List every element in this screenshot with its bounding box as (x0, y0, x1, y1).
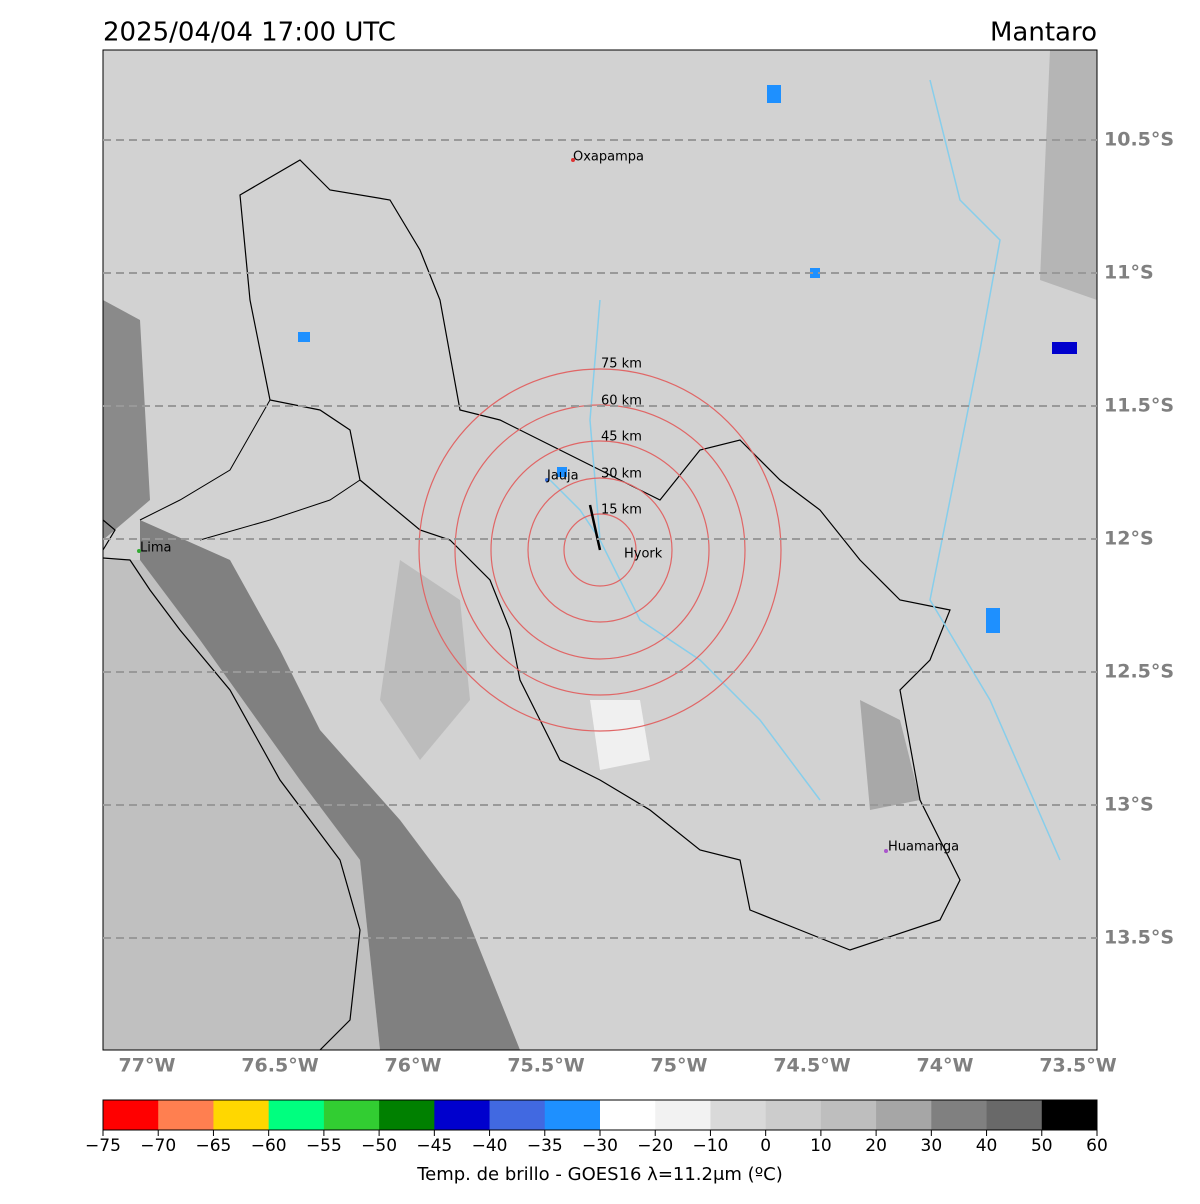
colorbar-tick-label: −35 (527, 1136, 563, 1156)
lat-tick-label: 10.5°S (1104, 129, 1174, 151)
city-label: Huamanga (888, 840, 959, 855)
lat-tick-label: 12°S (1104, 528, 1154, 550)
colorbar-tick-label: −45 (416, 1136, 452, 1156)
lon-tick-label: 73.5°W (1039, 1055, 1116, 1077)
region: Mantaro (990, 18, 1097, 48)
lat-tick-label: 13.5°S (1104, 927, 1174, 949)
colorbar-segment (876, 1100, 932, 1130)
ring-label: 30 km (601, 467, 642, 482)
colorbar-segment (323, 1100, 380, 1130)
colorbar-segment (544, 1100, 601, 1130)
colorbar-segment (820, 1100, 877, 1130)
colorbar-segment (158, 1100, 214, 1130)
lon-tick-label: 76.5°W (241, 1055, 318, 1077)
lon-tick-label: 75°W (651, 1055, 708, 1077)
ring-label: 15 km (601, 503, 642, 518)
colorbar-segment (986, 1100, 1043, 1130)
colorbar-segment (931, 1100, 988, 1130)
map (103, 50, 1097, 1050)
lon-tick-label: 76°W (385, 1055, 442, 1077)
map-frame (102, 49, 1098, 1051)
colorbar-tick-label: −60 (251, 1136, 287, 1156)
lat-tick-label: 13°S (1104, 794, 1154, 816)
city-label: Jauja (546, 469, 579, 484)
city-label: Oxapampa (573, 150, 644, 165)
colorbar-tick-label: −20 (637, 1136, 673, 1156)
colorbar-segment (1041, 1100, 1098, 1130)
colorbar-tick-label: 0 (760, 1136, 771, 1156)
colorbar-tick-label: −65 (195, 1136, 231, 1156)
colorbar-segment (379, 1100, 435, 1130)
colorbar-tick-label: −30 (582, 1136, 618, 1156)
colorbar-segment (103, 1100, 159, 1130)
colorbar-segment (213, 1100, 270, 1130)
lon-tick-label: 77°W (119, 1055, 176, 1077)
colorbar-tick-label: −75 (85, 1136, 121, 1156)
colorbar-label: Temp. de brillo - GOES16 λ=11.2μm (ºC) (416, 1164, 783, 1185)
ring-label: 75 km (601, 357, 642, 372)
colorbar-segment (710, 1100, 767, 1130)
lat-tick-label: 12.5°S (1104, 661, 1174, 683)
colorbar-tick-label: −10 (692, 1136, 728, 1156)
lon-tick-label: 74.5°W (773, 1055, 850, 1077)
colorbar-tick-label: 10 (810, 1136, 832, 1156)
colorbar-segment (600, 1100, 656, 1130)
ring-label: 45 km (601, 430, 642, 445)
colorbar-tick-label: −70 (140, 1136, 176, 1156)
ring-label: 60 km (601, 394, 642, 409)
colorbar-tick-label: −55 (306, 1136, 342, 1156)
city-label: Lima (140, 541, 171, 556)
colorbar-segment (765, 1100, 822, 1130)
colorbar-segment (655, 1100, 711, 1130)
lat-tick-label: 11°S (1104, 262, 1154, 284)
colorbar-tick-label: 30 (921, 1136, 943, 1156)
lon-tick-label: 74°W (917, 1055, 974, 1077)
colorbar-tick-label: −50 (361, 1136, 397, 1156)
title: 2025/04/04 17:00 UTC (103, 18, 396, 48)
colorbar-segment (434, 1100, 491, 1130)
colorbar-tick-label: 20 (865, 1136, 887, 1156)
colorbar-tick-label: 60 (1086, 1136, 1108, 1156)
city-label: Hyork (624, 547, 663, 562)
colorbar-tick-label: −40 (472, 1136, 508, 1156)
colorbar-segment (268, 1100, 325, 1130)
colorbar-tick-label: 40 (976, 1136, 998, 1156)
colorbar-tick-label: 50 (1031, 1136, 1053, 1156)
lon-tick-label: 75.5°W (507, 1055, 584, 1077)
lat-tick-label: 11.5°S (1104, 395, 1174, 417)
colorbar-segment (489, 1100, 546, 1130)
